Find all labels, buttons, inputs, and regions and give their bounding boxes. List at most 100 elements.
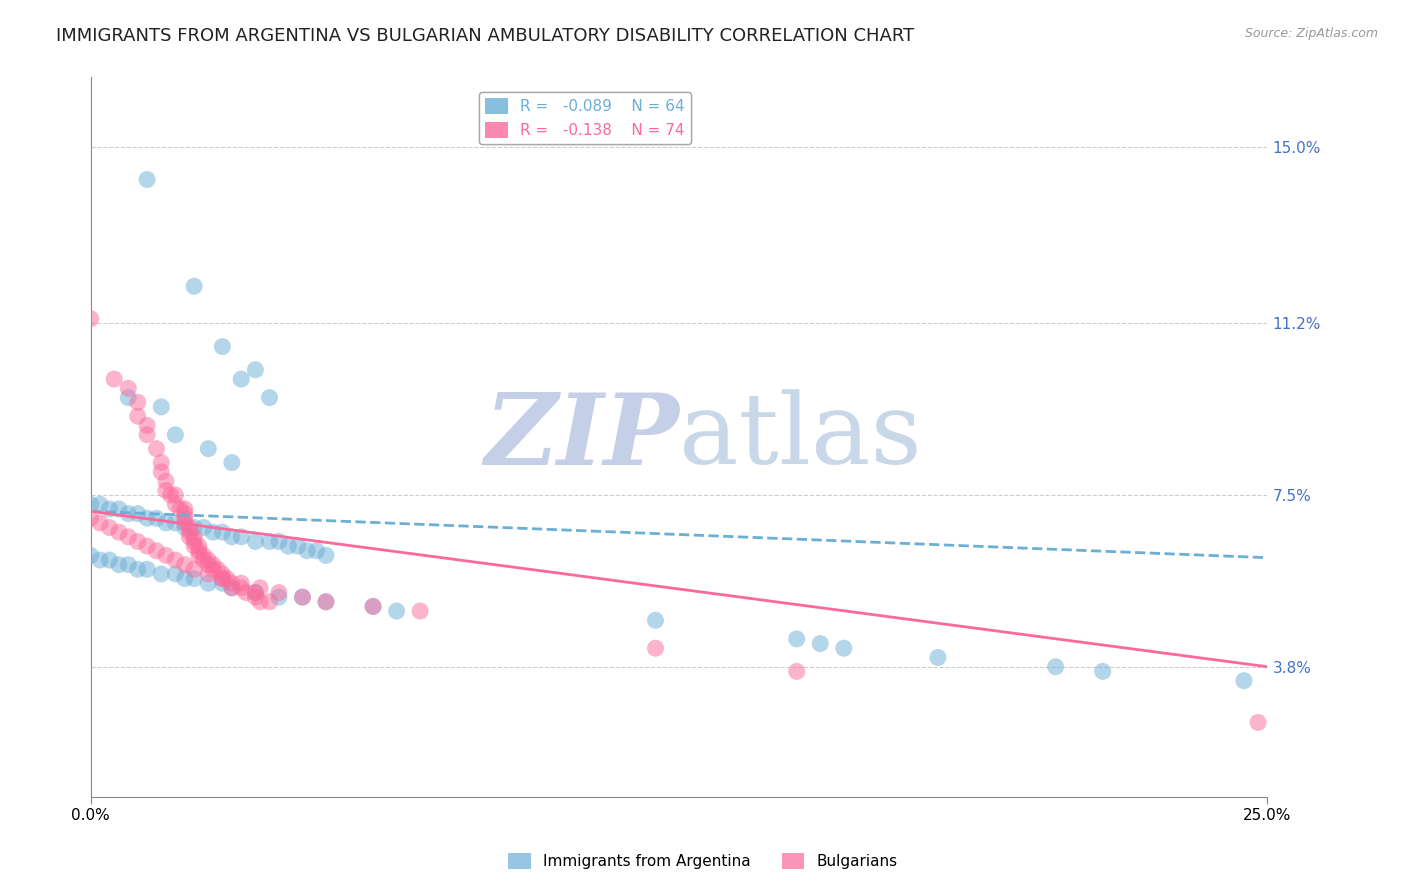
Point (179, 520, 201, 534)
Point (183, 520, 205, 534)
Point (165, 566, 187, 581)
Point (197, 553, 219, 567)
Point (245, 590, 267, 604)
Point (173, 511, 195, 525)
Point (245, 363, 267, 377)
Point (267, 585, 290, 599)
Point (183, 539, 205, 553)
Point (249, 581, 271, 595)
Point (98, 520, 121, 534)
Point (79, 549, 101, 563)
Point (117, 391, 139, 405)
Point (89, 497, 111, 511)
Point (197, 566, 219, 581)
Point (644, 641, 666, 656)
Point (211, 572, 233, 586)
Point (231, 372, 253, 386)
Point (832, 641, 855, 656)
Point (159, 488, 181, 502)
Point (259, 391, 281, 405)
Point (89, 516, 111, 530)
Point (117, 381, 139, 395)
Point (259, 534, 281, 549)
Point (217, 572, 239, 586)
Point (187, 549, 209, 563)
Point (145, 543, 167, 558)
Point (127, 507, 149, 521)
Point (150, 566, 173, 581)
Text: Source: ZipAtlas.com: Source: ZipAtlas.com (1244, 27, 1378, 40)
Point (79, 511, 101, 525)
Point (155, 516, 177, 530)
Point (193, 549, 215, 563)
Point (187, 539, 209, 553)
Point (291, 590, 314, 604)
Point (155, 483, 177, 498)
Point (165, 488, 187, 502)
Point (221, 581, 243, 595)
Point (173, 572, 195, 586)
Point (136, 511, 159, 525)
Text: atlas: atlas (679, 389, 922, 485)
Point (127, 409, 149, 424)
Point (211, 572, 233, 586)
Point (169, 502, 191, 516)
Point (221, 576, 243, 591)
Point (89, 553, 111, 567)
Point (150, 400, 173, 414)
Point (315, 549, 337, 563)
Point (295, 543, 318, 558)
Point (786, 665, 808, 679)
Point (155, 549, 177, 563)
Point (145, 511, 167, 525)
Point (291, 590, 314, 604)
Point (165, 516, 187, 530)
Point (315, 595, 337, 609)
Point (385, 604, 408, 618)
Point (193, 553, 215, 567)
Point (287, 539, 309, 553)
Point (361, 599, 384, 614)
Point (79, 311, 101, 326)
Point (245, 534, 267, 549)
Point (231, 530, 253, 544)
Point (183, 279, 205, 293)
Point (245, 585, 267, 599)
Point (1247, 715, 1270, 730)
Text: IMMIGRANTS FROM ARGENTINA VS BULGARIAN AMBULATORY DISABILITY CORRELATION CHART: IMMIGRANTS FROM ARGENTINA VS BULGARIAN A… (56, 27, 914, 45)
Point (127, 562, 149, 576)
Point (117, 530, 139, 544)
Point (409, 604, 432, 618)
Point (277, 539, 299, 553)
Point (235, 585, 257, 599)
Point (207, 562, 229, 576)
Point (108, 502, 131, 516)
Legend: Immigrants from Argentina, Bulgarians: Immigrants from Argentina, Bulgarians (502, 847, 904, 875)
Point (361, 599, 384, 614)
Point (249, 595, 271, 609)
Point (259, 595, 281, 609)
Point (79, 497, 101, 511)
Point (305, 543, 328, 558)
Point (165, 553, 187, 567)
Point (183, 530, 205, 544)
Point (211, 525, 233, 540)
Point (103, 372, 125, 386)
Point (808, 636, 831, 650)
Point (98, 502, 121, 516)
Point (315, 595, 337, 609)
Point (221, 581, 243, 595)
Point (127, 395, 149, 409)
Point (173, 516, 195, 530)
Point (136, 539, 159, 553)
Point (231, 581, 253, 595)
Point (1091, 665, 1114, 679)
Point (221, 456, 243, 470)
Point (193, 520, 215, 534)
Point (245, 585, 267, 599)
Point (136, 427, 159, 442)
Point (1233, 673, 1256, 688)
Point (173, 558, 195, 572)
Point (117, 507, 139, 521)
Point (136, 418, 159, 433)
